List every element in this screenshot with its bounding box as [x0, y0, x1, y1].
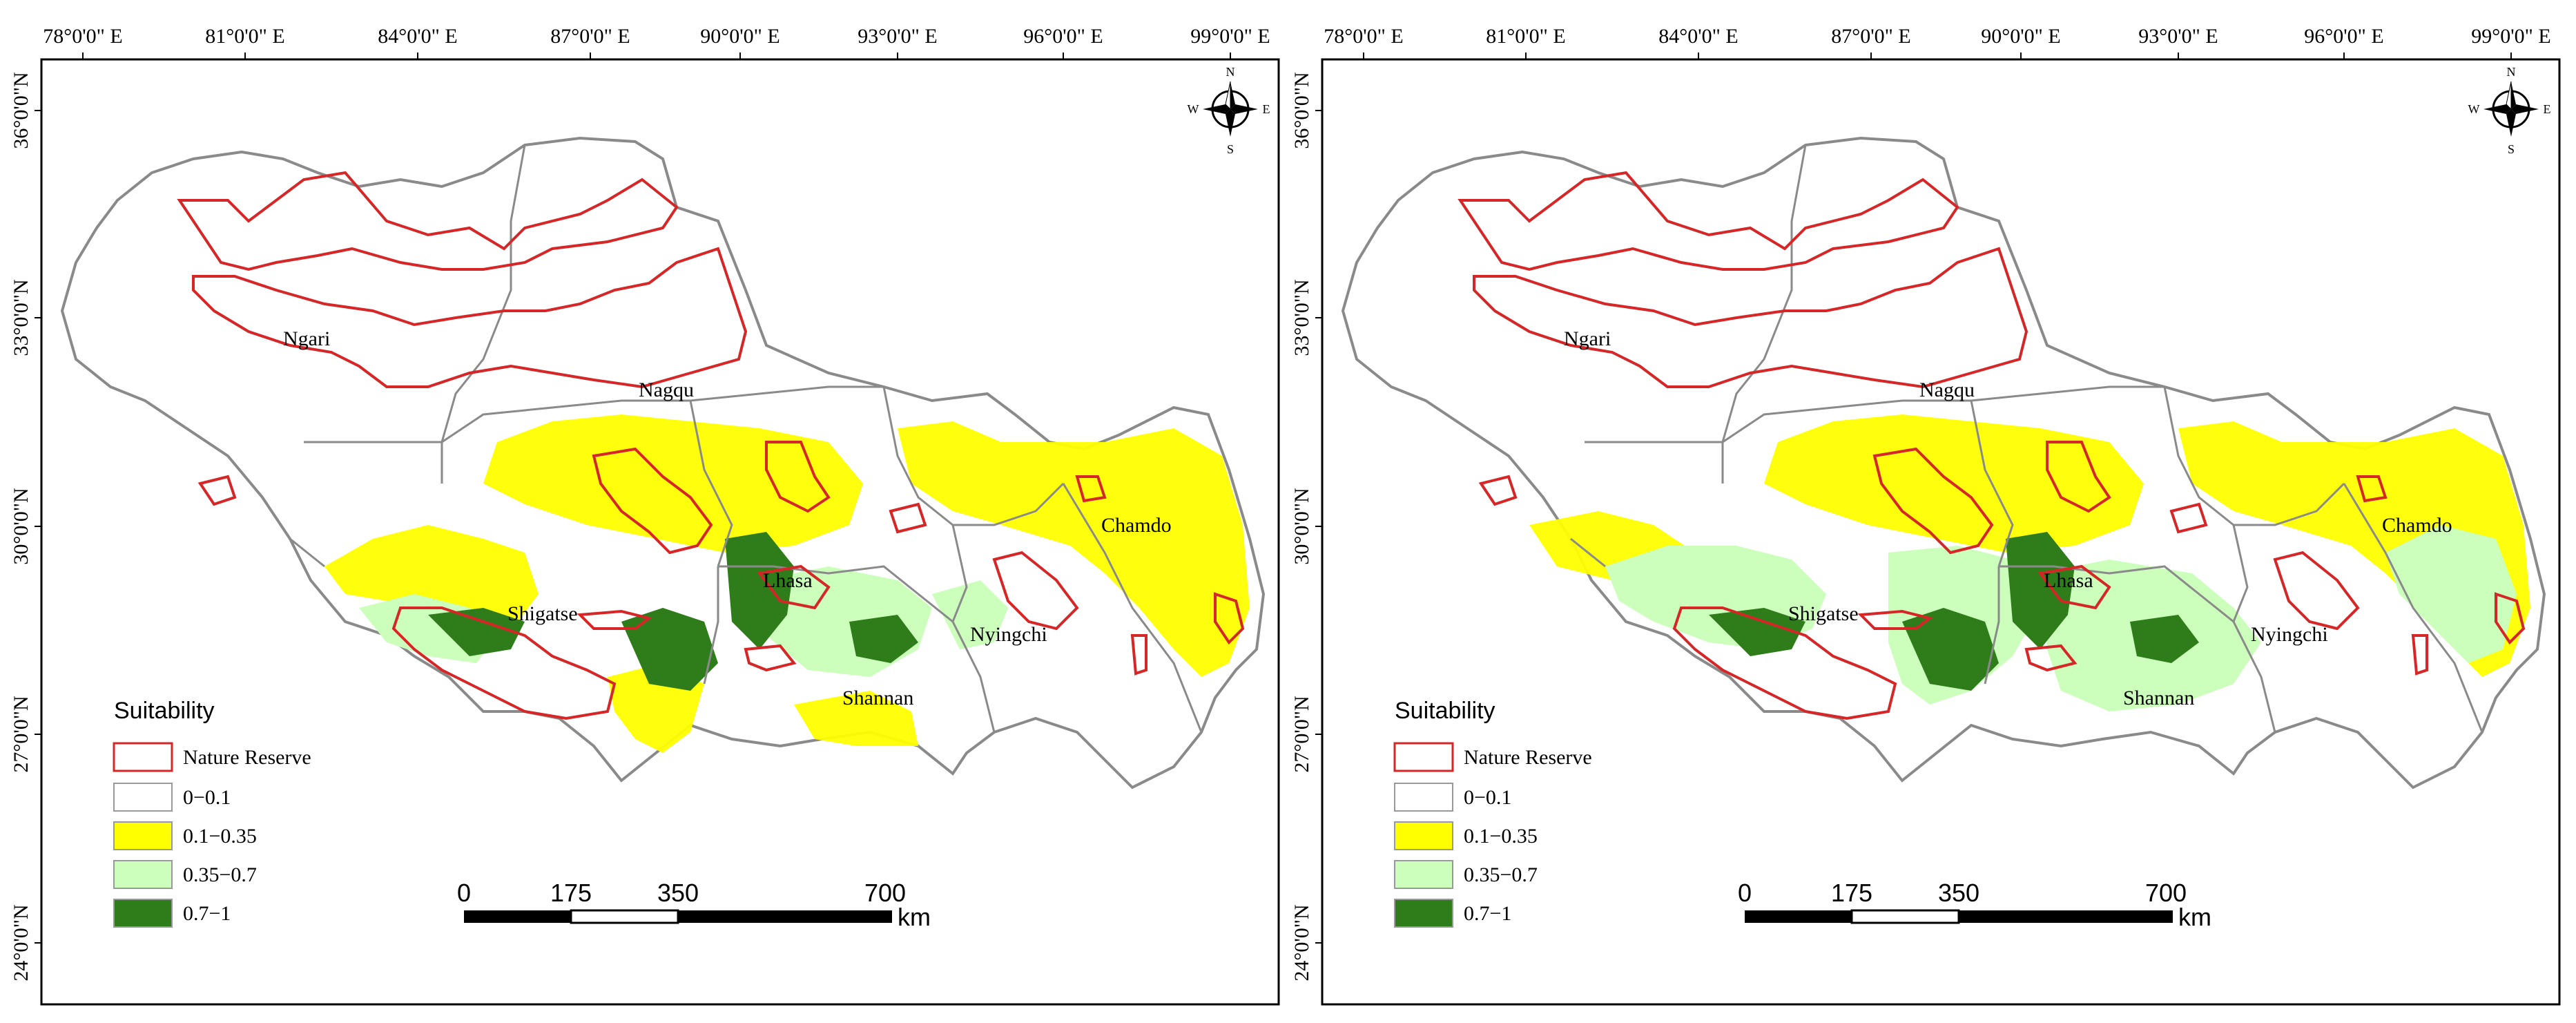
- lon-label: 99°0'0" E: [1190, 25, 1270, 48]
- lat-label: 24°0'0"N: [10, 904, 32, 981]
- lat-label: 30°0'0"N: [1290, 488, 1313, 564]
- legend-label: 0.7−1: [183, 902, 231, 925]
- legend-label: Nature Reserve: [183, 746, 311, 769]
- graticule-ticks: [1315, 52, 2512, 944]
- map-panel-left: 78°0'0" E 81°0'0" E 84°0'0" E 87°0'0" E …: [0, 0, 1284, 1023]
- lat-label: 30°0'0"N: [10, 488, 32, 564]
- lat-label: 36°0'0"N: [10, 72, 32, 149]
- region-label-shigatse: Shigatse: [1788, 602, 1859, 625]
- region-label-shannan: Shannan: [2123, 687, 2194, 709]
- lon-label: 96°0'0" E: [1023, 25, 1103, 48]
- legend-swatch-1: [1394, 821, 1453, 850]
- region-label-ngari: Ngari: [1564, 327, 1611, 350]
- legend-swatch-1: [113, 821, 173, 850]
- lon-label: 90°0'0" E: [1981, 25, 2060, 48]
- legend-label: 0−0.1: [1464, 786, 1511, 809]
- lon-label: 90°0'0" E: [700, 25, 779, 48]
- region-label-lhasa: Lhasa: [2044, 569, 2093, 592]
- north-arrow-icon: N S E W: [1188, 65, 1270, 156]
- legend-swatch-3: [113, 899, 173, 928]
- nature-reserves: [1458, 171, 2526, 720]
- lon-label: 99°0'0" E: [2471, 25, 2550, 48]
- region-label-nyingchi: Nyingchi: [2251, 623, 2328, 646]
- legend-swatch-2: [113, 860, 173, 889]
- legend: Suitability Nature Reserve 0−0.1 0.1−0.3…: [1393, 698, 1592, 928]
- map-panel-right: 78°0'0" E 81°0'0" E 84°0'0" E 87°0'0" E …: [1281, 0, 2565, 1023]
- legend-label: 0.1−0.35: [183, 825, 257, 848]
- region-label-shannan: Shannan: [842, 687, 913, 709]
- legend-title: Suitability: [114, 698, 215, 724]
- svg-text:S: S: [2508, 142, 2515, 156]
- scale-tick: 175: [1831, 879, 1872, 907]
- lon-label: 78°0'0" E: [43, 25, 122, 48]
- scale-tick: 350: [1938, 879, 1979, 907]
- lon-label: 87°0'0" E: [1831, 25, 1910, 48]
- scale-unit: km: [2178, 903, 2211, 931]
- prefecture-borders: [289, 144, 1203, 733]
- lat-label: 24°0'0"N: [1290, 904, 1313, 981]
- scale-tick: 350: [657, 879, 699, 907]
- scale-tick: 0: [457, 879, 471, 907]
- lon-label: 81°0'0" E: [1486, 25, 1565, 48]
- scale-tick: 700: [864, 879, 906, 907]
- svg-text:E: E: [2544, 102, 2551, 116]
- region-label-ngari: Ngari: [283, 327, 330, 350]
- svg-text:N: N: [2507, 65, 2516, 79]
- nature-reserves: [177, 171, 1245, 720]
- lon-label: 93°0'0" E: [858, 25, 937, 48]
- legend-label: Nature Reserve: [1464, 746, 1592, 769]
- lat-label: 36°0'0"N: [1290, 72, 1313, 149]
- suitability-darkgreen: [428, 532, 918, 691]
- region-label-lhasa: Lhasa: [763, 569, 813, 592]
- lon-label: 81°0'0" E: [205, 25, 284, 48]
- legend: Suitability Nature Reserve 0−0.1 0.1−0.3…: [113, 698, 311, 928]
- prefecture-borders: [1570, 144, 2483, 733]
- svg-text:N: N: [1226, 65, 1235, 79]
- lon-label: 84°0'0" E: [1658, 25, 1738, 48]
- region-label-nyingchi: Nyingchi: [970, 623, 1047, 646]
- lon-label: 87°0'0" E: [550, 25, 630, 48]
- scale-unit: km: [898, 903, 931, 931]
- scale-tick: 0: [1738, 879, 1752, 907]
- scale-tick: 700: [2145, 879, 2187, 907]
- lat-label: 33°0'0"N: [1290, 279, 1313, 356]
- legend-swatch-reserve: [113, 742, 173, 772]
- region-label-shigatse: Shigatse: [507, 602, 578, 625]
- lat-label: 27°0'0"N: [10, 696, 32, 772]
- legend-label: 0.35−0.7: [1464, 863, 1538, 886]
- region-label-chamdo: Chamdo: [2382, 514, 2452, 537]
- lon-label: 96°0'0" E: [2304, 25, 2383, 48]
- lat-label: 27°0'0"N: [1290, 696, 1313, 772]
- region-label-nagqu: Nagqu: [639, 379, 694, 401]
- legend-swatch-0: [113, 783, 173, 812]
- scale-tick: 175: [550, 879, 592, 907]
- lon-label: 93°0'0" E: [2138, 25, 2218, 48]
- legend-swatch-3: [1394, 899, 1453, 928]
- legend-title: Suitability: [1395, 698, 1495, 724]
- scale-bar: 0 175 350 700 km: [457, 879, 931, 931]
- svg-text:S: S: [1227, 142, 1234, 156]
- legend-label: 0.7−1: [1464, 902, 1511, 925]
- svg-text:W: W: [2468, 102, 2480, 116]
- region-label-nagqu: Nagqu: [1919, 379, 1975, 401]
- map-right-svg: 78°0'0" E 81°0'0" E 84°0'0" E 87°0'0" E …: [1290, 25, 2561, 1006]
- legend-swatch-reserve: [1393, 742, 1454, 772]
- lon-label: 84°0'0" E: [378, 25, 457, 48]
- legend-label: 0−0.1: [183, 786, 231, 809]
- svg-text:E: E: [1263, 102, 1270, 116]
- north-arrow-icon: N S E W: [2468, 65, 2551, 156]
- suitability-darkgreen: [1709, 532, 2199, 691]
- legend-label: 0.35−0.7: [183, 863, 257, 886]
- lon-label: 78°0'0" E: [1324, 25, 1403, 48]
- legend-swatch-2: [1394, 860, 1453, 889]
- legend-swatch-0: [1394, 783, 1453, 812]
- svg-text:W: W: [1188, 102, 1199, 116]
- region-label-chamdo: Chamdo: [1101, 514, 1172, 537]
- scale-bar: 0 175 350 700 km: [1738, 879, 2211, 931]
- legend-label: 0.1−0.35: [1464, 825, 1538, 848]
- graticule-ticks: [35, 52, 1231, 944]
- lat-label: 33°0'0"N: [10, 279, 32, 356]
- map-left-svg: 78°0'0" E 81°0'0" E 84°0'0" E 87°0'0" E …: [10, 25, 1280, 1006]
